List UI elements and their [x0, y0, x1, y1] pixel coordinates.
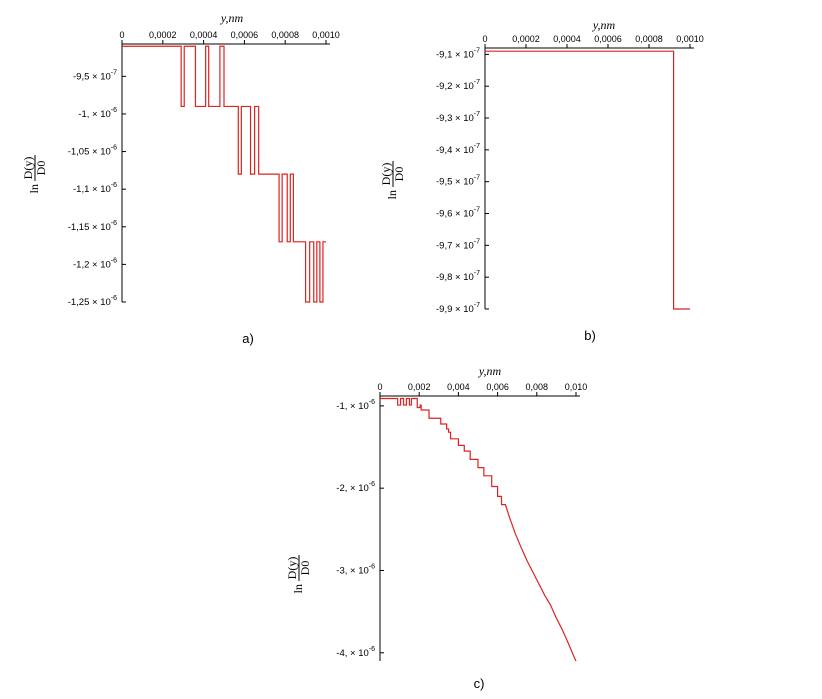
chart-b: 0 0,0002 0,0004 0,0006 0,0008 0,0010 -9,1 × 10… [379, 18, 704, 343]
y-axis-title: ln D(y) D0 [21, 155, 48, 193]
y-tick-label: -1,1 × 10-6 [73, 182, 117, 195]
x-tick-label: 0 [377, 382, 382, 392]
panel-label: b) [584, 328, 596, 343]
y-tick-label: -9,4 × 10-7 [436, 143, 480, 156]
y-axis-title: ln D(y) D0 [379, 161, 406, 199]
series-line [380, 397, 577, 662]
x-tick-label: 0,006 [486, 382, 509, 392]
y-axis-title-denominator: D0 [298, 561, 312, 576]
y-tick-label: -1, × 10-6 [78, 107, 117, 120]
y-tick-label: -9,1 × 10-7 [436, 47, 480, 60]
y-tick-label: -9,5 × 10-7 [73, 69, 117, 82]
x-tick-label: 0,0010 [676, 34, 704, 44]
y-axis-title-prefix: ln [385, 190, 399, 199]
x-tick-label: 0,0004 [553, 34, 581, 44]
y-tick-label: -9,9 × 10-7 [436, 302, 480, 315]
y-tick-label: -1,15 × 10-6 [68, 220, 117, 233]
y-tick-label: -9,2 × 10-7 [436, 79, 480, 92]
panel-label: c) [474, 676, 485, 691]
x-tick-label: 0,0006 [231, 30, 259, 40]
x-tick-label: 0 [119, 30, 124, 40]
y-tick-label: -9,6 × 10-7 [436, 207, 480, 220]
y-tick-label: -9,5 × 10-7 [436, 175, 480, 188]
series-line [122, 45, 326, 303]
y-axis-title-denominator: D0 [34, 161, 48, 176]
x-tick-label: 0,0002 [512, 34, 540, 44]
x-tick-label: 0,0010 [312, 30, 340, 40]
y-axis-title-prefix: ln [27, 184, 41, 193]
y-tick-label: -4, × 10-6 [336, 646, 375, 659]
x-tick-label: 0,0002 [149, 30, 177, 40]
y-axis-title-denominator: D0 [392, 167, 406, 182]
y-tick-label: -9,8 × 10-7 [436, 270, 480, 283]
y-tick-label: -9,3 × 10-7 [436, 111, 480, 124]
x-axis-title: y,nm [592, 18, 616, 32]
y-tick-label: -9,7 × 10-7 [436, 238, 480, 251]
y-axis-title-numerator: D(y) [379, 163, 393, 186]
y-axis-title: ln D(y) D0 [285, 555, 312, 593]
y-tick-label: -1,25 × 10-6 [68, 295, 117, 308]
x-tick-label: 0,004 [447, 382, 470, 392]
x-tick-label: 0,002 [408, 382, 431, 392]
panel-label: a) [242, 331, 254, 346]
y-axis-title-numerator: D(y) [21, 157, 35, 180]
x-axis-title: y,nm [478, 364, 502, 378]
x-tick-label: 0,0008 [635, 34, 663, 44]
series-line [485, 50, 690, 310]
x-axis-title: y,nm [220, 11, 244, 25]
y-axis-title-prefix: ln [291, 584, 305, 593]
x-tick-label: 0 [482, 34, 487, 44]
y-tick-label: -3, × 10-6 [336, 563, 375, 576]
x-tick-label: 0,0008 [271, 30, 299, 40]
x-tick-label: 0,0004 [190, 30, 218, 40]
x-tick-label: 0,008 [526, 382, 549, 392]
chart-a: 0 0,0002 0,0004 0,0006 0,0008 0,0010 -9,5 × 10… [21, 11, 340, 346]
x-tick-label: 0,010 [565, 382, 588, 392]
chart-c: 0 0,002 0,004 0,006 0,008 0,010 -1, × 10-6 -2, … [285, 364, 587, 691]
y-tick-label: -1, × 10-6 [336, 399, 375, 412]
y-tick-label: -2, × 10-6 [336, 481, 375, 494]
y-axis-title-numerator: D(y) [285, 557, 299, 580]
y-tick-label: -1,05 × 10-6 [68, 145, 117, 158]
x-tick-label: 0,0006 [594, 34, 622, 44]
y-tick-label: -1,2 × 10-6 [73, 257, 117, 270]
